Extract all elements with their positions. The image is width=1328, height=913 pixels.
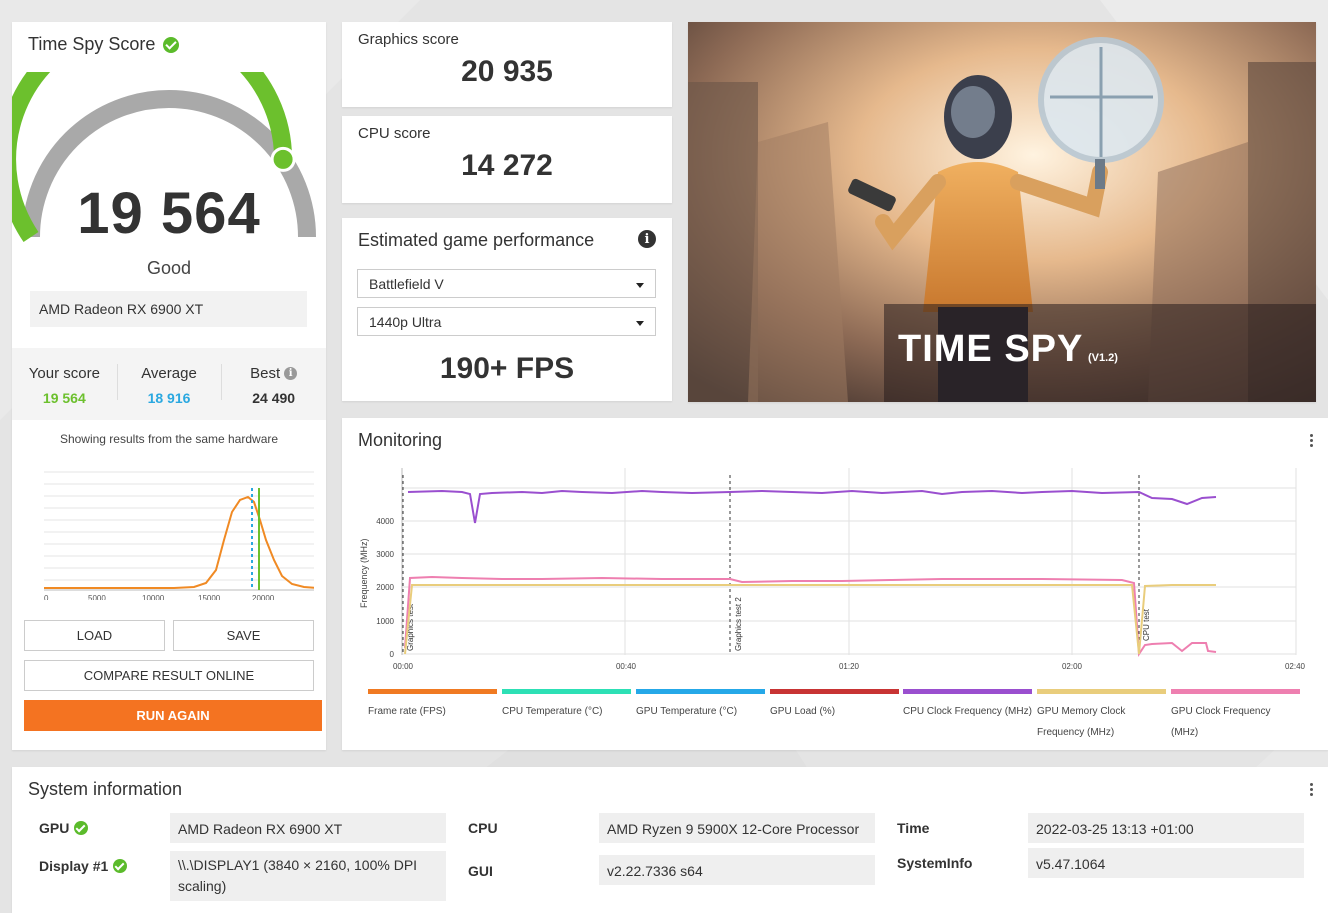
y-tick: 2000 [376,583,394,592]
estimated-fps: 190+ FPS [439,352,575,385]
gui-key: GUI [468,863,493,879]
gui-value: v2.22.7336 s64 [599,855,875,885]
cpu-score: 14 272 [461,149,553,182]
display-value: \\.\DISPLAY1 (3840 × 2160, 100% DPI scal… [170,851,446,901]
score-gauge [12,72,316,243]
time-key: Time [897,820,930,836]
dist-tick: 0 [44,594,49,600]
info-icon[interactable]: i [284,367,298,380]
benchmark-title: TIME SPY [898,328,1084,370]
monitoring-chart: Graphics test Graphics test 2 CPU test 0… [359,468,1306,671]
y-tick: 1000 [376,617,394,626]
score-rating: Good [146,258,192,278]
marker-label: CPU test [1142,608,1151,641]
systeminfo-key: SystemInfo [897,855,973,871]
time-value: 2022-03-25 13:13 +01:00 [1028,813,1304,843]
y-axis-label: Frequency (MHz) [359,538,369,608]
check-icon [163,36,180,53]
dist-tick: 20000 [252,594,275,600]
y-tick: 0 [390,650,395,659]
cpu-key: CPU [468,820,498,836]
gpu-memory-clock-line [404,584,1216,655]
legend-cpu-temperature[interactable]: CPU Temperature (°C) [502,689,631,722]
score-comparison: Your score 19 564 Average 18 916 Best i 2… [12,348,326,420]
run-again-button[interactable]: RUN AGAIN [24,700,322,731]
x-tick: 02:40 [1285,662,1306,671]
monitoring-card: Monitoring Graphics test Graphics test 2… [342,418,1328,750]
info-icon[interactable]: i [638,230,656,248]
gpu-value: AMD Radeon RX 6900 XT [170,813,446,843]
score-card: Time Spy Score 19 564 Good AMD Radeon RX… [12,22,326,750]
x-tick: 00:00 [393,662,414,671]
x-tick: 02:00 [1062,662,1083,671]
score-distribution-chart: 0 5000 10000 15000 20000 [44,471,314,600]
y-tick: 4000 [376,517,394,526]
legend-frame-rate[interactable]: Frame rate (FPS) [368,689,497,722]
game-select[interactable]: Battlefield V [357,269,656,298]
score-title: Time Spy Score [28,34,180,55]
legend-gpu-temperature[interactable]: GPU Temperature (°C) [636,689,765,722]
gpu-key: GPU [39,820,89,836]
systeminfo-value: v5.47.1064 [1028,848,1304,878]
gpu-clock-line [404,575,1217,657]
legend-cpu-clock[interactable]: CPU Clock Frequency (MHz) [903,689,1032,722]
dist-tick: 5000 [88,594,106,600]
total-score: 19 564 [77,181,261,246]
average-score: Average 18 916 [116,348,222,420]
check-icon [113,859,128,873]
marker-label: Graphics test [406,603,415,651]
dist-tick: 15000 [198,594,221,600]
gauge-knob [270,146,296,172]
legend-gpu-clock[interactable]: GPU Clock Frequency (MHz) [1171,689,1300,743]
legend-gpu-memory-clock[interactable]: GPU Memory Clock Frequency (MHz) [1037,689,1166,743]
estimated-performance-card: Estimated game performance i Battlefield… [342,218,672,401]
your-score: Your score 19 564 [28,365,100,406]
hero-title-banner [884,304,1316,402]
benchmark-hero-image: TIME SPY (V1.2) [688,22,1316,402]
y-tick: 3000 [376,550,394,559]
legend-gpu-load[interactable]: GPU Load (%) [770,689,899,722]
system-information-card: System information GPU AMD Radeon RX 690… [12,767,1328,913]
compare-online-button[interactable]: COMPARE RESULT ONLINE [24,660,314,691]
caret-down-icon [636,321,644,326]
hardware-name: AMD Radeon RX 6900 XT [30,291,307,327]
marker-label: Graphics test 2 [734,597,743,651]
distribution-curve [44,495,314,589]
more-options-icon[interactable] [1310,434,1314,450]
best-score: Best i 24 490 [221,348,326,420]
graphics-score-card: Graphics score 20 935 [342,22,672,107]
distribution-caption: Showing results from the same hardware [59,432,279,446]
load-button[interactable]: LOAD [24,620,165,651]
dist-tick: 10000 [142,594,165,600]
more-options-icon[interactable] [1310,783,1314,799]
cpu-score-card: CPU score 14 272 [342,116,672,203]
display-key: Display #1 [39,858,128,874]
x-tick: 00:40 [616,662,637,671]
cpu-value: AMD Ryzen 9 5900X 12-Core Processor [599,813,875,843]
x-tick: 01:20 [839,662,860,671]
caret-down-icon [636,283,644,288]
benchmark-version: (V1.2) [1088,352,1118,364]
preset-select[interactable]: 1440p Ultra [357,307,656,336]
graphics-score: 20 935 [461,55,553,88]
cpu-clock-line [407,489,1217,524]
save-button[interactable]: SAVE [173,620,314,651]
check-icon [74,821,89,835]
